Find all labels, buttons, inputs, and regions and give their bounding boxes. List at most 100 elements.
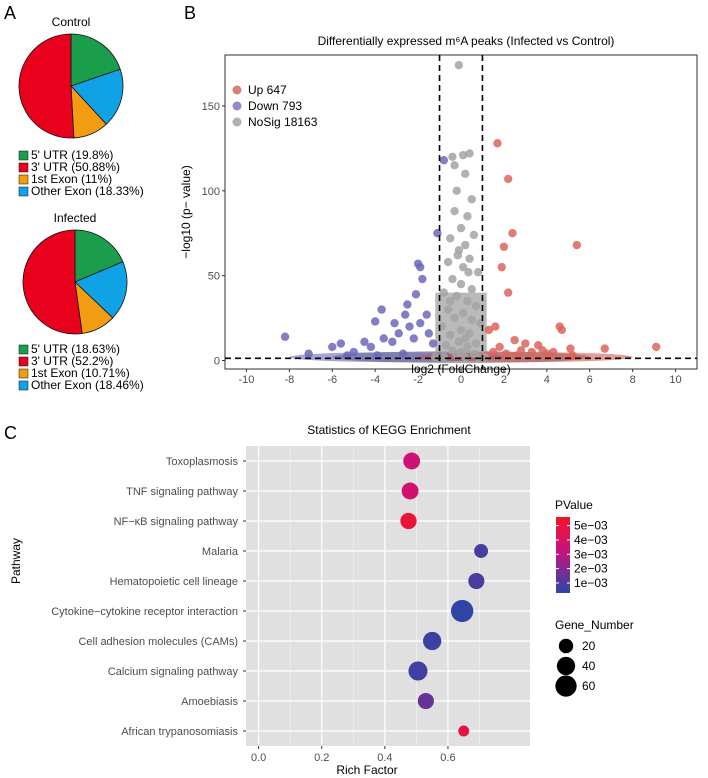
- volcano-point-up: [495, 342, 504, 352]
- pie-legend-label: Other Exon (18.33%): [31, 184, 144, 198]
- kegg-title: Statistics of KEGG Enrichment: [307, 423, 471, 437]
- volcano-point-nosig: [452, 291, 461, 301]
- volcano-point-nosig: [450, 161, 459, 170]
- panel-label-a: A: [4, 3, 16, 23]
- volcano-xtick-label: 2: [501, 374, 507, 386]
- volcano-point-up: [510, 335, 519, 345]
- volcano-point-up: [652, 342, 661, 352]
- volcano-xlabel: log2 (FoldChange): [411, 362, 510, 376]
- panel-label-b: B: [184, 3, 196, 23]
- kegg-point: [450, 599, 474, 623]
- volcano-point-nosig: [443, 257, 453, 267]
- volcano-ytick-label: 150: [202, 101, 220, 113]
- volcano-point-nosig: [456, 325, 466, 335]
- volcano-point-up: [484, 325, 494, 335]
- volcano-point-nosig: [446, 296, 455, 306]
- volcano-legend-label: Up 647: [248, 83, 287, 97]
- volcano-point-up: [504, 174, 513, 184]
- volcano-xtick-label: -2: [413, 374, 423, 386]
- volcano-point-nosig: [456, 279, 466, 289]
- kegg-panel-bg: [246, 446, 530, 746]
- size-legend-label: 40: [582, 659, 596, 673]
- volcano-point-nosig: [454, 60, 464, 70]
- pie-legend-swatch: [18, 174, 29, 185]
- kegg-point: [417, 692, 434, 710]
- size-legend-dot: [556, 656, 576, 676]
- pie-legend-label: 5' UTR (19.8%): [31, 148, 113, 162]
- pie-slice: [74, 261, 128, 319]
- volcano-point-up: [572, 240, 582, 250]
- volcano-point-down: [439, 156, 449, 165]
- volcano-point-nosig: [452, 186, 461, 195]
- volcano-point-nosig: [471, 339, 481, 348]
- size-legend-label: 60: [582, 679, 596, 693]
- volcano-point-up: [491, 322, 500, 331]
- volcano-point-down: [394, 329, 403, 338]
- volcano-point-nosig: [441, 341, 451, 350]
- kegg-dot-plot: Statistics of KEGG Enrichment Toxoplasmo…: [9, 423, 634, 777]
- volcano-point-up: [600, 344, 609, 353]
- volcano-point-nosig: [456, 223, 466, 233]
- volcano-point-up: [493, 139, 502, 148]
- volcano-point-nosig: [463, 296, 472, 306]
- volcano-point-up: [488, 347, 498, 357]
- pie-legend-label: 1st Exon (11%): [31, 172, 112, 186]
- kegg-xtick-label: 0.0: [251, 752, 266, 764]
- kegg-pathway-label: African trypanosomiasis: [121, 726, 238, 738]
- pie-legend-label: 3' UTR (50.88%): [31, 160, 120, 174]
- pie-slice: [18, 33, 75, 139]
- pvalue-tick-label: 3e−03: [574, 547, 608, 561]
- volcano-legend-dot: [232, 117, 242, 127]
- volcano-point-down: [403, 300, 412, 309]
- pie-legend-swatch: [18, 380, 29, 391]
- volcano-point-up: [521, 339, 530, 348]
- kegg-pathway-label: Calcium signaling pathway: [108, 666, 239, 678]
- volcano-point-down: [328, 342, 337, 352]
- kegg-pathway-label: Malaria: [202, 546, 239, 558]
- volcano-ytick-label: 0: [214, 356, 220, 368]
- volcano-point-down: [379, 334, 388, 343]
- volcano-point-up: [538, 346, 547, 355]
- volcano-point-nosig: [464, 268, 473, 277]
- kegg-pathway-label: Cytokine−cytokine receptor interaction: [51, 606, 238, 618]
- volcano-point-nosig: [443, 305, 453, 314]
- pie-slice: [70, 68, 124, 125]
- volcano-point-nosig: [453, 251, 462, 260]
- pie-legend-swatch: [18, 368, 29, 379]
- pvalue-tick-label: 1e−03: [574, 576, 608, 590]
- volcano-point-down: [366, 342, 376, 352]
- volcano-xtick-label: 0: [458, 374, 464, 386]
- kegg-point: [458, 725, 470, 737]
- volcano-legend-label: Down 793: [248, 99, 302, 113]
- volcano-xtick-label: -4: [370, 374, 380, 386]
- volcano-point-nosig: [469, 230, 479, 240]
- volcano-point-nosig: [458, 262, 468, 272]
- volcano-point-down: [304, 349, 313, 358]
- volcano-point-nosig: [461, 334, 470, 343]
- volcano-xtick-label: 10: [669, 374, 681, 386]
- volcano-point-down: [416, 262, 425, 272]
- volcano-point-down: [336, 339, 346, 348]
- volcano-point-down: [349, 347, 358, 357]
- volcano-point-down: [422, 310, 431, 319]
- volcano-legend-label: NoSig 18163: [248, 115, 318, 129]
- volcano-point-nosig: [458, 150, 468, 160]
- pie-legend-swatch: [18, 356, 29, 367]
- volcano-point-nosig: [461, 240, 470, 250]
- kegg-point: [401, 482, 419, 500]
- volcano-point-nosig: [446, 234, 455, 243]
- pvalue-tick-label: 5e−03: [574, 519, 608, 533]
- kegg-point: [468, 572, 485, 590]
- volcano-point-up: [497, 262, 506, 272]
- infected-pie-chart: Infected 5' UTR (18.63%)3' UTR (52.2%)1s…: [18, 211, 144, 392]
- volcano-point-nosig: [446, 330, 455, 340]
- volcano-point-down: [377, 305, 386, 314]
- volcano-point-down: [401, 310, 410, 319]
- volcano-point-nosig: [473, 352, 483, 362]
- volcano-ytick-label: 100: [202, 186, 220, 198]
- volcano-point-up: [549, 347, 558, 357]
- kegg-pathway-label: NF−κB signaling pathway: [114, 516, 239, 528]
- volcano-point-down: [390, 318, 399, 328]
- volcano-point-down: [280, 332, 290, 341]
